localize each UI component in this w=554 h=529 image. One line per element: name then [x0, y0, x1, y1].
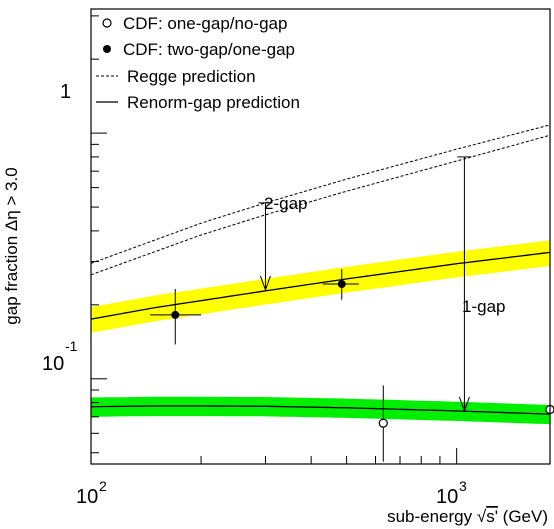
curves-layer — [90, 124, 551, 415]
legend-label-1: CDF: two-gap/one-gap — [123, 40, 295, 59]
annotation-1-gap: 1-gap — [462, 297, 505, 316]
renorm-line-0 — [90, 251, 551, 320]
renorm-band-0 — [91, 240, 550, 333]
data-point-two-gap-1 — [337, 280, 346, 289]
legend-marker-filled-circle — [103, 45, 111, 53]
svg-text:10: 10 — [436, 486, 458, 508]
x-axis-title: sub-energy √s' (GeV) — [387, 507, 548, 526]
arrows-layer — [258, 156, 472, 413]
legend-marker-open-circle — [102, 18, 112, 28]
data-point-two-gap-0 — [171, 310, 180, 319]
legend-label-3: Renorm-gap prediction — [127, 93, 300, 112]
plot-frame — [90, 8, 551, 465]
annotation-2-gap: 2-gap — [264, 194, 307, 213]
y-tick-label-0: 10 -1 — [42, 338, 78, 375]
svg-text:3: 3 — [459, 478, 467, 494]
ticks-layer — [90, 15, 458, 464]
svg-text:1: 1 — [60, 81, 71, 103]
regge-line-1 — [90, 134, 551, 276]
x-tick-label-0: 10 2 — [76, 478, 107, 508]
svg-text:2: 2 — [99, 478, 107, 494]
svg-text:10: 10 — [42, 353, 64, 375]
regge-line-0 — [90, 124, 551, 264]
y-tick-label-1: 1 — [60, 81, 71, 103]
legend-label-0: CDF: one-gap/no-gap — [123, 14, 287, 33]
svg-text:-1: -1 — [65, 338, 78, 354]
legend-label-2: Regge prediction — [127, 67, 256, 86]
renorm-line-1 — [90, 405, 551, 415]
y-axis-title: gap fraction Δη > 3.0 — [2, 167, 21, 324]
svg-text:10: 10 — [76, 486, 98, 508]
x-tick-label-1: 10 3 — [436, 478, 467, 508]
legend: CDF: one-gap/no-gap CDF: two-gap/one-gap… — [96, 14, 300, 112]
data-point-one-gap-0 — [378, 418, 388, 428]
renorm-band-1 — [91, 396, 550, 425]
arrow-head-1 — [458, 396, 470, 413]
arrow-head-0 — [259, 275, 271, 292]
bands-layer — [91, 240, 550, 425]
